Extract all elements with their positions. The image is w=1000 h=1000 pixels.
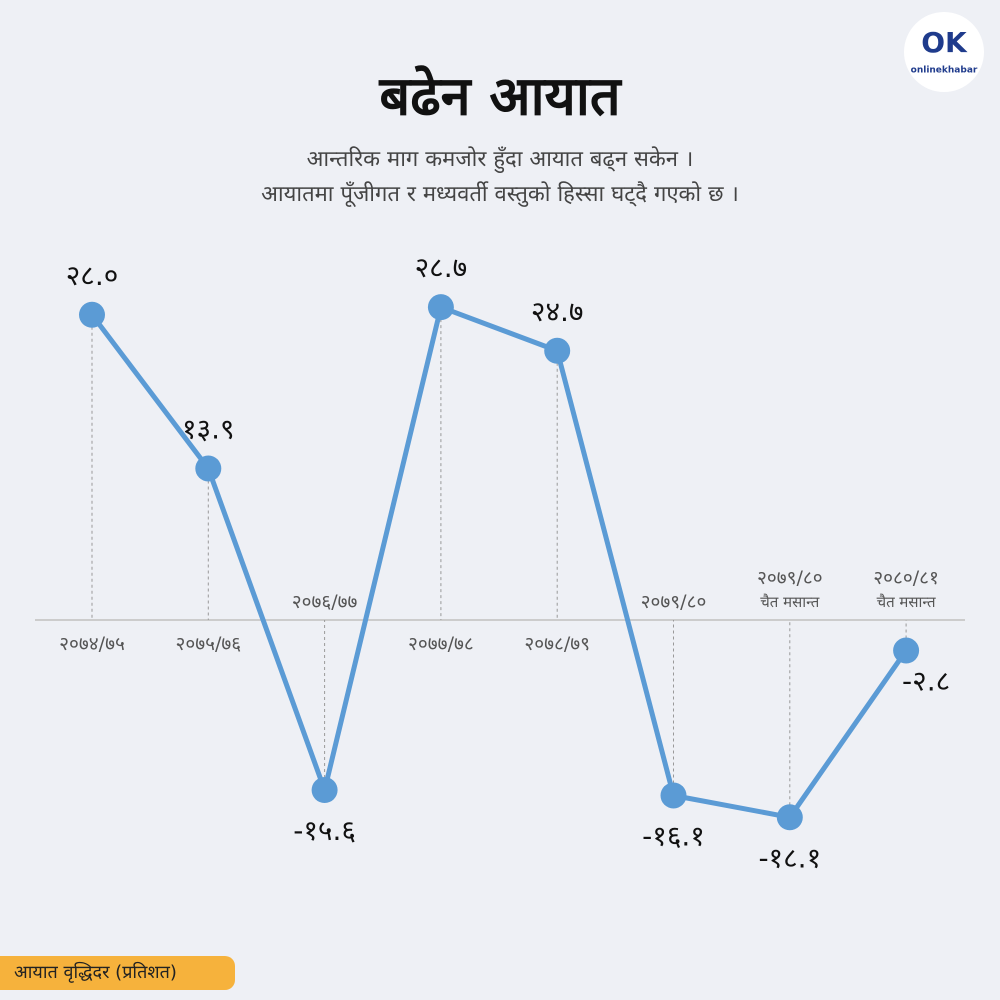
value-label: १३.९ (182, 412, 235, 445)
x-tick-label: २०७६/७७ (292, 591, 358, 613)
x-tick-label: २०७८/७९ (524, 633, 590, 655)
x-tick-label: २०८०/८१ चैत मसान्त (873, 567, 939, 611)
point (660, 782, 687, 809)
x-tick-label: २०७७/७८ (408, 633, 474, 655)
x-tick-label: २०७५/७६ (175, 633, 241, 655)
x-tick-label: २०७४/७५ (59, 633, 125, 655)
point (544, 337, 571, 364)
legend-label: आयात वृद्धिदर (प्रतिशत) (14, 961, 177, 983)
value-label: -१८.१ (758, 841, 821, 874)
point (893, 637, 920, 664)
value-label: २४.७ (531, 295, 584, 328)
point (195, 455, 222, 482)
legend-badge (0, 956, 235, 990)
value-label: २८.० (66, 259, 119, 292)
subtitle: आन्तरिक माग कमजोर हुँदा आयात बढ्न सकेन । (307, 146, 694, 173)
point (79, 301, 105, 328)
logo-badge (904, 12, 984, 92)
x-tick-label: २०७९/८० चैत मसान्त (757, 567, 823, 611)
point (311, 777, 338, 804)
logo-mark: OK (921, 26, 968, 59)
logo-name: onlinekhabar (911, 66, 978, 76)
line (90, 304, 909, 820)
chart-title: बढेन आयात (378, 65, 622, 128)
value-label: -१६.१ (642, 819, 705, 852)
value-label: -१५.६ (293, 814, 356, 847)
point (427, 294, 454, 321)
subtitle: आयातमा पूँजीगत र मध्यवर्ती वस्तुको हिस्स… (261, 181, 739, 208)
value-label: २८.७ (415, 251, 468, 284)
value-label: -२.८ (902, 665, 950, 698)
x-tick-label: २०७९/८० (641, 591, 707, 613)
point (776, 804, 803, 831)
